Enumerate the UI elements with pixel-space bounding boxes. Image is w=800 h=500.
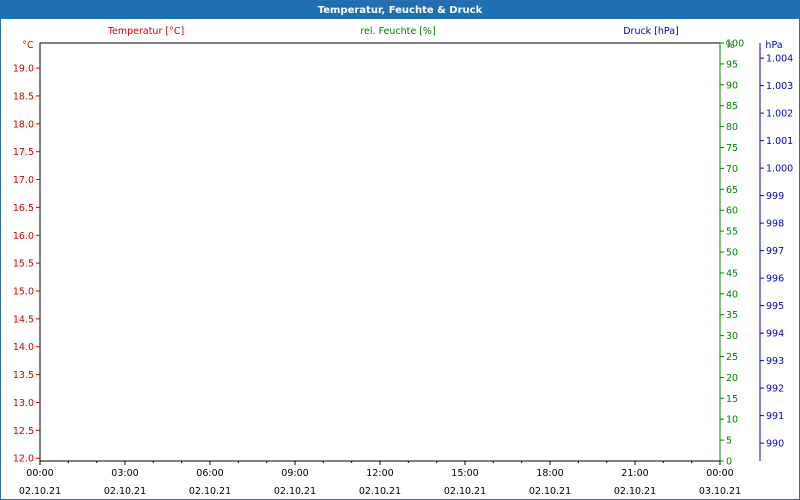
humidity-tick-label: 95	[726, 59, 738, 70]
legend-entry: Druck [hPa]	[623, 26, 679, 37]
axis-labels: 00:00 02.10.21 03:00 02.10.21 06:00 02.10.21 0…	[13, 26, 793, 497]
x-tick-date: 03.10.21	[699, 486, 741, 497]
temperature-tick-label: 14.0	[13, 342, 34, 353]
pressure-unit: hPa	[765, 40, 782, 51]
x-tick-time: 12:00	[366, 468, 393, 479]
pressure-tick-label: 998	[766, 219, 784, 230]
humidity-tick-label: 65	[726, 185, 738, 196]
x-tick-time: 00:00	[706, 468, 733, 479]
pressure-tick-label: 1.004	[766, 54, 793, 65]
humidity-tick-label: 55	[726, 227, 738, 238]
pressure-tick-label: 996	[766, 274, 784, 285]
temperature-tick-label: 15.0	[13, 287, 34, 298]
pressure-tick-label: 1.001	[766, 136, 793, 147]
temperature-tick-label: 16.5	[13, 203, 34, 214]
temperature-tick-label: 12.0	[13, 454, 34, 465]
humidity-tick-label: 70	[726, 164, 738, 175]
humidity-tick-label: 30	[726, 331, 738, 342]
humidity-tick-label: 85	[726, 101, 738, 112]
humidity-tick-label: 75	[726, 143, 738, 154]
pressure-tick-label: 997	[766, 246, 784, 257]
x-tick-time: 21:00	[621, 468, 648, 479]
x-tick-date: 02.10.21	[359, 486, 401, 497]
humidity-tick-label: 15	[726, 394, 738, 405]
x-tick-time: 09:00	[281, 468, 308, 479]
temperature-tick-label: 19.0	[13, 64, 34, 75]
pressure-tick-label: 1.002	[766, 109, 793, 120]
x-tick-time: 06:00	[196, 468, 223, 479]
pressure-tick-label: 991	[766, 411, 784, 422]
humidity-tick-label: 10	[726, 415, 738, 426]
legend-entry: Temperatur [°C]	[107, 26, 184, 37]
humidity-tick-label: 25	[726, 352, 738, 363]
x-tick-date: 02.10.21	[614, 486, 656, 497]
humidity-unit: %	[725, 40, 734, 51]
humidity-tick-label: 50	[726, 248, 738, 259]
pressure-tick-label: 999	[766, 191, 784, 202]
x-tick-date: 02.10.21	[529, 486, 571, 497]
humidity-tick-label: 100	[726, 39, 744, 50]
humidity-tick-label: 45	[726, 268, 738, 279]
temperature-tick-label: 13.5	[13, 370, 34, 381]
x-tick-time: 18:00	[536, 468, 563, 479]
x-tick-date: 02.10.21	[274, 486, 316, 497]
humidity-tick-label: 40	[726, 289, 738, 300]
temperature-tick-label: 12.5	[13, 426, 34, 437]
temperature-tick-label: 17.0	[13, 175, 34, 186]
humidity-tick-label: 20	[726, 373, 738, 384]
chart-title: Temperatur, Feuchte & Druck	[1, 1, 799, 19]
x-tick-time: 00:00	[26, 468, 53, 479]
x-tick-date: 02.10.21	[189, 486, 231, 497]
pressure-tick-label: 995	[766, 301, 784, 312]
x-tick-time: 03:00	[111, 468, 138, 479]
x-tick-date: 02.10.21	[444, 486, 486, 497]
pressure-tick-label: 990	[766, 439, 784, 450]
temperature-unit: °C	[22, 40, 34, 51]
temperature-tick-label: 18.5	[13, 91, 34, 102]
humidity-tick-label: 5	[726, 436, 732, 447]
temperature-tick-label: 16.0	[13, 231, 34, 242]
temperature-tick-label: 18.0	[13, 119, 34, 130]
temperature-tick-label: 13.0	[13, 398, 34, 409]
temperature-tick-label: 15.5	[13, 259, 34, 270]
x-tick-time: 15:00	[451, 468, 478, 479]
pressure-tick-label: 994	[766, 329, 784, 340]
temperature-tick-label: 17.5	[13, 147, 34, 158]
humidity-tick-label: 35	[726, 310, 738, 321]
pressure-tick-label: 1.000	[766, 164, 793, 175]
pressure-tick-label: 992	[766, 384, 784, 395]
x-tick-date: 02.10.21	[19, 486, 61, 497]
x-tick-date: 02.10.21	[104, 486, 146, 497]
humidity-tick-label: 80	[726, 122, 738, 133]
pressure-tick-label: 1.003	[766, 81, 793, 92]
humidity-tick-label: 0	[726, 457, 732, 468]
pressure-tick-label: 993	[766, 356, 784, 367]
humidity-tick-label: 60	[726, 206, 738, 217]
axes	[36, 42, 764, 465]
legend-entry: rel. Feuchte [%]	[360, 26, 435, 37]
temperature-tick-label: 14.5	[13, 314, 34, 325]
humidity-tick-label: 90	[726, 80, 738, 91]
plot-frame	[39, 42, 721, 462]
